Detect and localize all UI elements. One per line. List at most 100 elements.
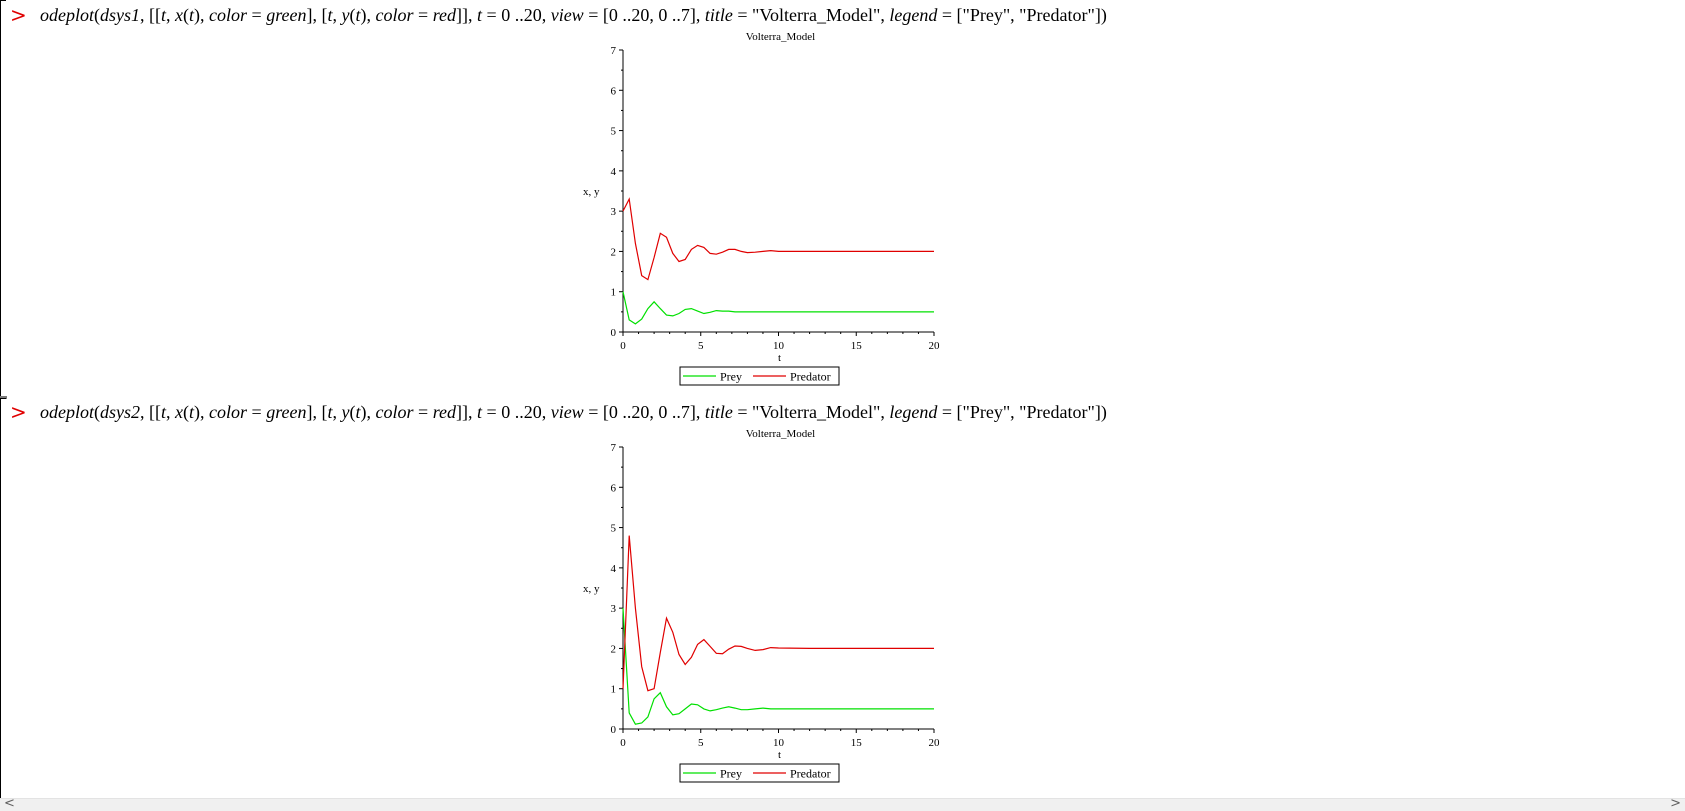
y-tick-label: 4 [611,166,617,178]
command-token: = [0 ..20, 0 ..7], [583,5,705,25]
command-token: = [0 ..20, 0 ..7], [583,402,705,422]
x-tick-label: 15 [851,737,863,749]
command-token: , [[ [140,402,161,422]
command-token: ( [183,402,190,422]
command-line-1[interactable]: odeplot(dsys1, [[t, x(t), color = green]… [40,4,1107,26]
command-token: odeplot [40,402,94,422]
command-token: t [161,5,167,25]
y-tick-label: 1 [611,287,617,299]
y-tick-label: 1 [611,684,617,696]
command-token: ]], [456,402,478,422]
chart-title: Volterra_Model [746,428,815,440]
command-token: ]], [456,5,478,25]
command-token: color [209,5,248,25]
y-tick-label: 5 [611,523,617,535]
command-token: = ["Prey", "Predator"]) [937,5,1107,25]
series-line-predator [622,197,934,281]
chart-legend: Prey Predator [679,763,840,783]
command-token: t [477,402,483,422]
series-line-prey [622,608,934,725]
chart-title: Volterra_Model [746,31,815,43]
command-token: green [266,5,307,25]
command-token: t [327,5,333,25]
command-token: color [209,402,248,422]
x-tick-label: 5 [698,737,704,749]
command-token: red [432,402,457,422]
x-axis-label: t [778,749,781,761]
horizontal-scrollbar[interactable]: < > [0,796,1685,811]
command-token: t [477,5,483,25]
execution-group-bracket[interactable] [0,0,6,399]
y-tick-label: 3 [611,603,617,615]
command-token: ( [349,5,356,25]
plot-1[interactable]: Volterra_Model 0 1 2 3 4 5 6 7 0 5 10 15 20 x, y t Prey P… [560,28,960,397]
command-token: ( [183,5,190,25]
x-tick-label: 10 [773,737,785,749]
input-prompt: > [10,3,27,27]
x-tick-label: 20 [929,340,941,352]
command-token: color [375,5,414,25]
command-token: ], [ [306,5,328,25]
y-tick-label: 4 [611,563,617,575]
x-tick-label: 5 [698,340,704,352]
command-token: ), [360,5,376,25]
scroll-left-arrow-icon[interactable]: < [4,796,15,811]
command-token: , [[ [140,5,161,25]
scroll-right-arrow-icon[interactable]: > [1670,796,1681,811]
y-tick-label: 7 [611,442,617,454]
command-token: dsys1 [100,5,140,25]
y-tick-label: 5 [611,126,617,138]
command-token: ( [94,5,100,25]
y-tick-label: 0 [611,327,617,339]
command-token: ( [349,402,356,422]
command-token: legend [889,402,938,422]
x-axis-label: t [778,352,781,364]
command-token: ( [94,402,100,422]
command-token: , [332,5,342,25]
command-token: ], [ [306,402,328,422]
y-tick-label: 0 [611,724,617,736]
command-token: = "Volterra_Model", [732,5,890,25]
command-token: red [432,5,457,25]
command-token: y [341,5,350,25]
legend-label-prey: Prey [720,370,742,384]
x-tick-label: 10 [773,340,785,352]
execution-group-bracket[interactable] [0,398,6,799]
command-token: t [355,402,361,422]
command-token: = "Volterra_Model", [732,402,890,422]
command-line-2[interactable]: odeplot(dsys2, [[t, x(t), color = green]… [40,401,1107,423]
plot-2[interactable]: Volterra_Model 0 1 2 3 4 5 6 7 0 5 10 15 20 x, y t Prey P… [560,425,960,794]
command-token: t [327,402,333,422]
legend-label-prey: Prey [720,767,742,781]
command-token: , [166,402,176,422]
command-token: ), [194,5,210,25]
group-separator-marker [0,396,7,399]
y-tick-label: 2 [611,246,617,258]
command-token: x [175,402,184,422]
x-tick-label: 0 [620,340,626,352]
command-token: t [189,5,195,25]
command-token: = [247,5,267,25]
command-token: y [341,402,350,422]
command-token: title [704,5,733,25]
y-tick-label: 2 [611,643,617,655]
command-token: x [175,5,184,25]
command-token: ), [194,402,210,422]
x-tick-label: 0 [620,737,626,749]
legend-label-predator: Predator [790,767,831,781]
command-token: = ["Prey", "Predator"]) [937,402,1107,422]
command-token: odeplot [40,5,94,25]
command-token: view [550,402,584,422]
command-token: , [166,5,176,25]
command-token: t [189,402,195,422]
command-token: t [355,5,361,25]
command-token: = 0 ..20, [482,5,551,25]
x-tick-label: 15 [851,340,863,352]
command-token: = [247,402,267,422]
input-prompt: > [10,400,27,424]
command-token: t [161,402,167,422]
y-tick-label: 6 [611,482,617,494]
